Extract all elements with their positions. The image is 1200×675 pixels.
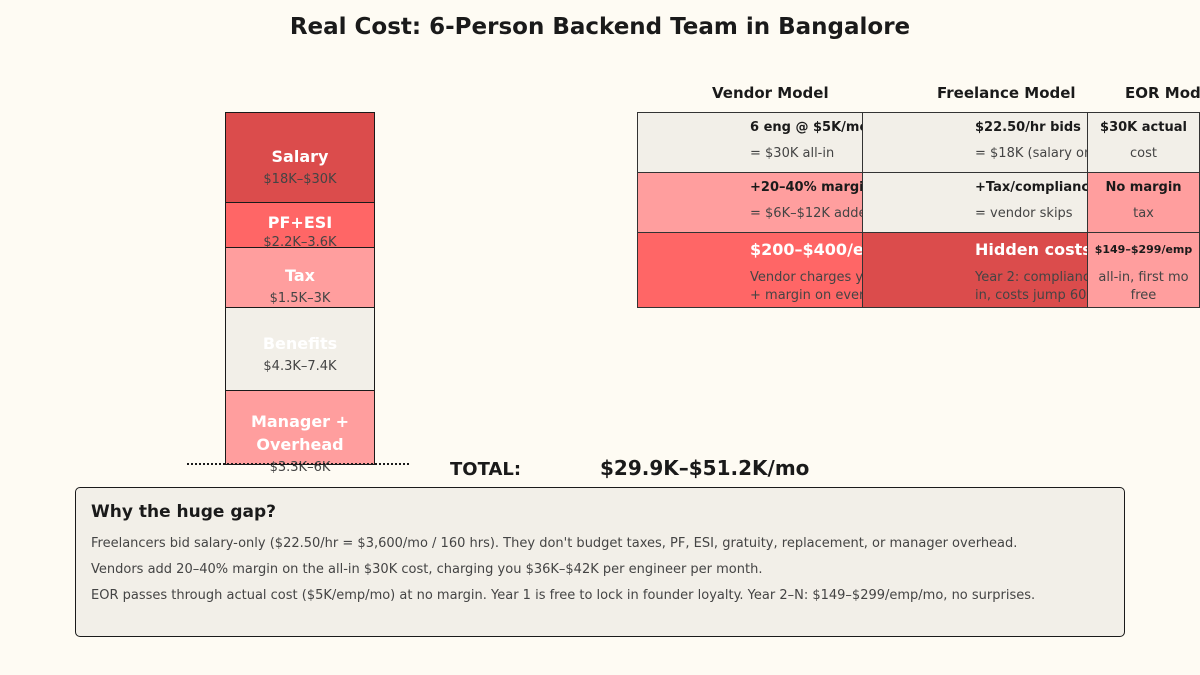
stack-segment-salary: Salary $18K–$30K [225,112,375,203]
freelance-cell-base: $22.50/hr bids = $18K (salary only) [862,112,1088,173]
cell-subtitle-line2: + margin on every [750,288,863,303]
segment-label: PF+ESI [267,213,333,232]
cell-title: $30K actual [1100,120,1187,135]
cell-subtitle-line2: in, costs jump 60% [975,288,1088,303]
cell-title: 6 eng @ $5K/mo [750,120,863,135]
total-divider [187,463,409,465]
cell-title: $200–$400/eng [750,240,863,259]
cell-subtitle: = $30K all-in [750,146,835,161]
explanation-line-eor: EOR passes through actual cost ($5K/emp/… [91,588,1036,603]
freelance-cell-hidden: Hidden costs Year 2: compliance kicks in… [862,232,1088,308]
explanation-line-freelancers: Freelancers bid salary-only ($22.50/hr =… [91,536,1018,551]
cell-title: $149–$299/emp [1094,243,1193,256]
segment-range: $2.2K–3.6K [263,235,337,250]
cell-subtitle-line1: Year 2: compliance kicks [975,270,1087,285]
total-label: TOTAL: [450,459,522,480]
total-value: $29.9K–$51.2K/mo [600,456,810,480]
segment-range: $18K–$30K [263,172,337,187]
column-header-freelance: Freelance Model [937,84,1076,102]
stack-segment-pf-esi: PF+ESI $2.2K–3.6K [225,202,375,250]
vendor-cell-total: $200–$400/eng Vendor charges you + margi… [637,232,863,308]
column-header-vendor: Vendor Model [712,84,829,102]
segment-range: $4.3K–7.4K [263,359,337,374]
freelance-cell-tax: +Tax/compliance = vendor skips [862,172,1088,233]
cell-title: No margin [1105,180,1182,195]
page-title: Real Cost: 6-Person Backend Team in Bang… [289,14,911,40]
cell-subtitle: = $6K–$12K added [750,206,863,221]
segment-label: Tax [285,266,315,285]
explanation-box: Why the huge gap? Freelancers bid salary… [75,487,1125,637]
cell-subtitle: cost [1130,146,1157,161]
vendor-cell-margin: +20–40% margin = $6K–$12K added [637,172,863,233]
cell-title: Hidden costs [975,240,1088,259]
cell-subtitle-line1: all-in, first mo [1098,270,1189,285]
segment-label: Benefits [262,334,338,353]
cell-subtitle-line2: free [1130,288,1157,303]
eor-cell-base: $30K actual cost [1087,112,1200,173]
cell-subtitle-line1: Vendor charges you [750,270,863,285]
segment-range: $1.5K–3K [269,291,331,306]
segment-label-line1: Manager + [250,412,350,431]
cell-title: +20–40% margin [750,180,863,195]
eor-cell-margin: No margin tax [1087,172,1200,233]
cell-subtitle: tax [1133,206,1154,221]
cell-title: $22.50/hr bids [975,120,1081,135]
cell-subtitle: = vendor skips [975,206,1073,221]
stack-segment-benefits: Benefits $4.3K–7.4K [225,307,375,391]
segment-label-line2: Overhead [256,435,344,454]
cell-subtitle: = $18K (salary only) [975,146,1087,161]
cell-title: +Tax/compliance [975,180,1088,195]
segment-label: Salary [271,147,329,166]
stack-segment-tax: Tax $1.5K–3K [225,247,375,308]
explanation-line-vendors: Vendors add 20–40% margin on the all-in … [91,562,763,577]
column-header-eor: EOR Model [1125,84,1200,102]
eor-cell-price: $149–$299/emp all-in, first mo free [1087,232,1200,308]
explanation-title: Why the huge gap? [91,502,277,522]
vendor-cell-base: 6 eng @ $5K/mo = $30K all-in [637,112,863,173]
stack-segment-manager-overhead: Manager + Overhead $3.3K–6K [225,390,375,475]
